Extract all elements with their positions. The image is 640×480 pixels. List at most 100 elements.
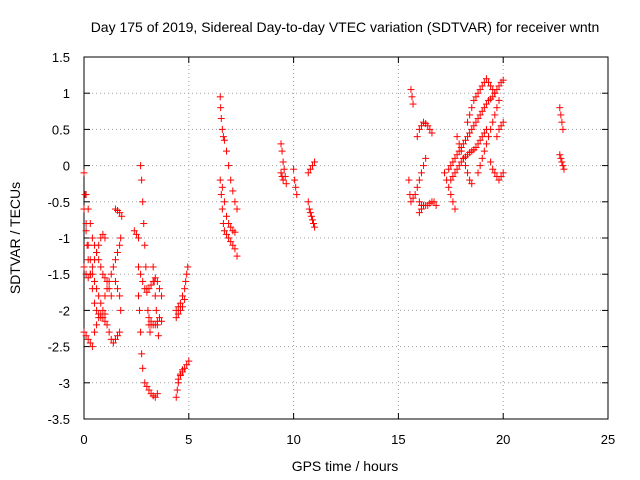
data-point xyxy=(90,328,98,336)
data-point xyxy=(225,220,233,228)
data-point xyxy=(466,111,474,119)
data-point xyxy=(134,292,142,300)
data-point xyxy=(82,332,90,340)
x-tick-label: 0 xyxy=(80,432,87,447)
y-tick-label: 1.5 xyxy=(52,50,70,65)
data-point xyxy=(101,234,109,242)
data-point xyxy=(305,205,313,213)
data-point xyxy=(482,140,490,148)
data-point xyxy=(415,176,423,184)
data-point xyxy=(117,306,125,314)
data-point xyxy=(101,317,109,325)
data-point xyxy=(147,317,155,325)
data-point xyxy=(495,125,503,133)
data-point xyxy=(476,111,484,119)
data-point xyxy=(497,122,505,130)
data-point xyxy=(225,162,233,170)
data-point xyxy=(279,158,287,166)
data-point xyxy=(278,172,286,180)
data-point xyxy=(140,220,148,228)
x-tick-label: 25 xyxy=(601,432,615,447)
data-point xyxy=(499,169,507,177)
data-point xyxy=(487,82,495,90)
data-point xyxy=(82,191,90,199)
plot-frame xyxy=(83,56,609,420)
data-point xyxy=(497,172,505,180)
data-point xyxy=(172,393,180,401)
data-point xyxy=(114,285,122,293)
data-point xyxy=(80,263,88,271)
data-point xyxy=(158,317,166,325)
data-point xyxy=(227,238,235,246)
data-point xyxy=(155,285,163,293)
data-point xyxy=(445,183,453,191)
data-point xyxy=(109,263,117,271)
data-point xyxy=(114,332,122,340)
data-point xyxy=(101,274,109,282)
data-point xyxy=(478,107,486,115)
data-point xyxy=(447,162,455,170)
data-point xyxy=(216,93,224,101)
data-point xyxy=(282,180,290,188)
data-point xyxy=(145,285,153,293)
data-point xyxy=(150,277,158,285)
data-point xyxy=(86,339,94,347)
data-point xyxy=(478,154,486,162)
data-point xyxy=(466,176,474,184)
data-point xyxy=(495,82,503,90)
data-point xyxy=(468,125,476,133)
data-point xyxy=(311,223,319,231)
data-point xyxy=(464,118,472,126)
data-point xyxy=(216,176,224,184)
data-point xyxy=(95,241,103,249)
data-point xyxy=(293,191,301,199)
data-point xyxy=(218,205,226,213)
data-point xyxy=(220,198,228,206)
data-point xyxy=(472,93,480,101)
data-point xyxy=(134,263,142,271)
data-point xyxy=(217,115,225,123)
data-point xyxy=(86,270,94,278)
data-point xyxy=(218,183,226,191)
data-point xyxy=(432,201,440,209)
data-points xyxy=(80,75,568,401)
data-point xyxy=(449,198,457,206)
data-point xyxy=(464,133,472,141)
data-point xyxy=(90,299,98,307)
data-point xyxy=(225,234,233,242)
data-point xyxy=(231,245,239,253)
data-point xyxy=(139,364,147,372)
data-point xyxy=(489,165,497,173)
data-point xyxy=(116,209,124,217)
data-point xyxy=(476,136,484,144)
data-point xyxy=(181,296,189,304)
data-point xyxy=(445,165,453,173)
data-point xyxy=(278,147,286,155)
data-point xyxy=(103,285,111,293)
y-tick-label: -1 xyxy=(58,231,70,246)
data-point xyxy=(143,382,151,390)
data-point xyxy=(422,154,430,162)
data-point xyxy=(489,118,497,126)
data-point xyxy=(474,169,482,177)
data-point xyxy=(556,151,564,159)
data-point xyxy=(217,104,225,112)
data-point xyxy=(182,277,190,285)
data-point xyxy=(95,292,103,300)
data-point xyxy=(407,198,415,206)
data-point xyxy=(428,129,436,137)
data-point xyxy=(183,361,191,369)
data-point xyxy=(409,194,417,202)
data-point xyxy=(145,314,153,322)
y-tick-label: -2 xyxy=(58,303,70,318)
data-point xyxy=(417,122,425,130)
data-point xyxy=(220,136,228,144)
data-point xyxy=(227,223,235,231)
data-point xyxy=(476,162,484,170)
data-point xyxy=(453,165,461,173)
data-point xyxy=(153,390,161,398)
data-point xyxy=(84,205,92,213)
data-point xyxy=(220,227,228,235)
data-point xyxy=(97,310,105,318)
data-point xyxy=(114,248,122,256)
